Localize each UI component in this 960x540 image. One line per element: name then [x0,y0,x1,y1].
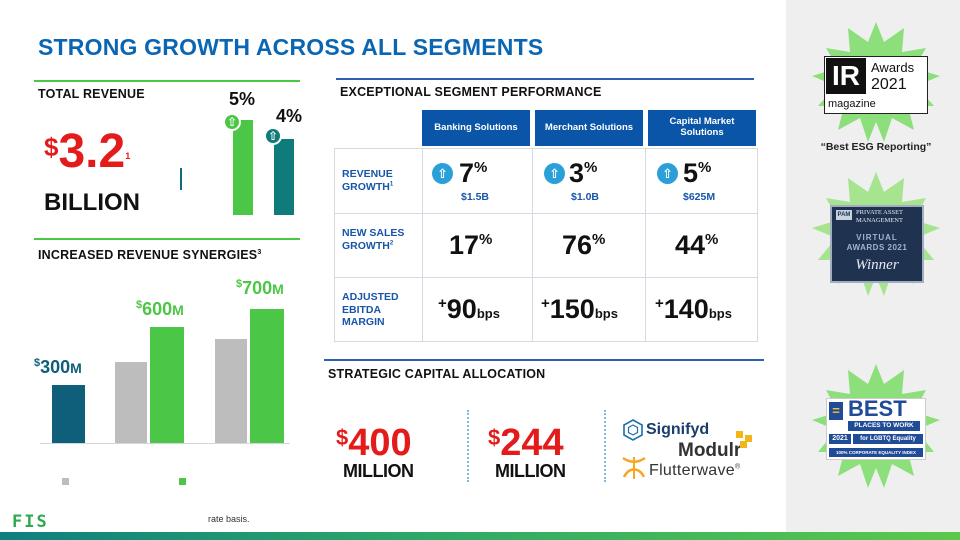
capital-market-new-sales-growth: 44% [675,230,719,260]
divider-tick [180,168,182,190]
grid-line [334,213,758,214]
synergy-bar-3-gray [215,339,247,443]
banking-new-sales-growth: 17% [449,230,493,260]
segment-heading: EXCEPTIONAL SEGMENT PERFORMANCE [340,85,602,99]
grid-line [334,277,758,278]
dotted-divider [604,410,606,482]
grid-line [334,148,335,342]
pam-award-logo [830,205,924,283]
col-header-capital-market: Capital Market Solutions [648,110,756,146]
hrc-places: PLACES TO WORK [848,421,920,431]
synergy-bar-1 [52,385,85,443]
col-header-banking: Banking Solutions [422,110,530,146]
total-revenue-unit: BILLION [44,189,140,216]
pam-logo-mark: PAM [836,210,852,220]
ir-award-magazine: magazine [828,98,876,110]
synergy-bar-2-green [150,327,184,443]
merchant-revenue-growth: 3% [569,158,598,188]
row-label-adjusted-ebitda-margin: ADJUSTED EBITDA MARGIN [342,291,399,329]
section-divider [324,359,764,361]
revenue-value: 3.2 [58,125,126,178]
ir-award-line1: Awards [871,60,915,75]
revenue-growth-bar-1 [233,120,253,215]
capital-amount-2: $244 [488,422,564,464]
section-divider [34,238,300,240]
grid-line [422,148,423,342]
synergy-label-1: $300M [34,357,82,377]
pam-line3: VIRTUAL [856,233,898,242]
modulr-logo-icon [736,431,754,449]
ir-award-quote: “Best ESG Reporting” [820,141,932,153]
row-label-revenue-growth: REVENUE GROWTH1 [342,168,394,193]
chart-axis [40,443,290,444]
synergy-label-3: $700M [236,278,284,298]
capital-market-revenue-growth: 5% [683,158,712,188]
section-divider [336,78,754,80]
up-arrow-icon: ⇧ [264,127,282,145]
merchant-new-sales-growth: 76% [562,230,606,260]
hrc-equality: for LGBTQ Equality [853,434,923,444]
grid-line [645,148,646,342]
capital-allocation-heading: STRATEGIC CAPITAL ALLOCATION [328,367,546,381]
hrc-equality-icon: = [829,402,843,420]
merchant-ebitda-margin: +150bps [541,294,618,324]
hrc-index: 100% CORPORATE EQUALITY INDEX [829,448,923,457]
grid-line [532,148,533,342]
row-label-new-sales-growth: NEW SALES GROWTH2 [342,227,405,252]
pam-line2: MANAGEMENT [856,217,903,224]
synergy-bar-2-gray [115,362,147,443]
page-title: STRONG GROWTH ACROSS ALL SEGMENTS [38,34,544,60]
col-header-merchant: Merchant Solutions [535,110,643,146]
banking-revenue-growth: 7% [459,158,488,188]
banking-ebitda-margin: +90bps [438,294,500,324]
legend-swatch-green [179,478,186,485]
flutterwave-logo-icon [620,455,648,481]
bar-label-2: 4% [276,106,303,126]
pam-winner: Winner [855,257,899,273]
synergies-heading: INCREASED REVENUE SYNERGIES3 [38,248,261,262]
up-arrow-icon: ⇧ [544,163,565,184]
grid-line [334,341,758,342]
ir-logo-mark: IR [826,58,866,94]
capital-amount-1: $400 [336,422,412,464]
revenue-growth-bar-2 [274,139,294,215]
capital-unit-1: MILLION [343,461,414,481]
capital-market-ebitda-margin: +140bps [655,294,732,324]
hrc-best: BEST [848,396,907,421]
synergies-heading-text: INCREASED REVENUE SYNERGIES [38,248,258,262]
pam-line1: PRIVATE ASSET [856,209,904,216]
footnote-mark: 1 [125,151,131,161]
up-arrow-icon: ⇧ [432,163,453,184]
ir-award-year: 2021 [871,76,907,93]
merchant-revenue-amount: $1.0B [571,191,600,203]
grid-line [334,148,758,149]
up-arrow-icon: ⇧ [223,113,241,131]
signifyd-logo-icon [622,419,644,441]
dotted-divider [467,410,469,482]
up-arrow-icon: ⇧ [657,163,678,184]
capital-market-revenue-amount: $625M [683,191,716,203]
capital-unit-2: MILLION [495,461,566,481]
section-divider [34,80,300,82]
fis-logo: FIS [12,512,49,532]
footer-gradient-bar [0,532,960,540]
synergy-label-2: $600M [136,299,184,319]
banking-revenue-amount: $1.5B [461,191,490,203]
bar-label-1: 5% [229,89,256,109]
total-revenue-amount: $3.21 [44,128,130,176]
modulr-logo: Modulr [678,440,742,461]
total-revenue-heading: TOTAL REVENUE [38,87,145,101]
footnote-text: rate basis. [208,514,250,524]
footnote-mark: 3 [257,248,262,256]
synergy-bar-3-green [250,309,284,443]
currency-symbol: $ [44,132,59,162]
legend-swatch-gray [62,478,69,485]
signifyd-logo: Signifyd [646,421,710,438]
grid-line [757,148,758,342]
pam-line4: AWARDS 2021 [846,243,908,252]
flutterwave-logo: Flutterwave® [649,462,741,479]
hrc-year: 2021 [829,434,851,444]
